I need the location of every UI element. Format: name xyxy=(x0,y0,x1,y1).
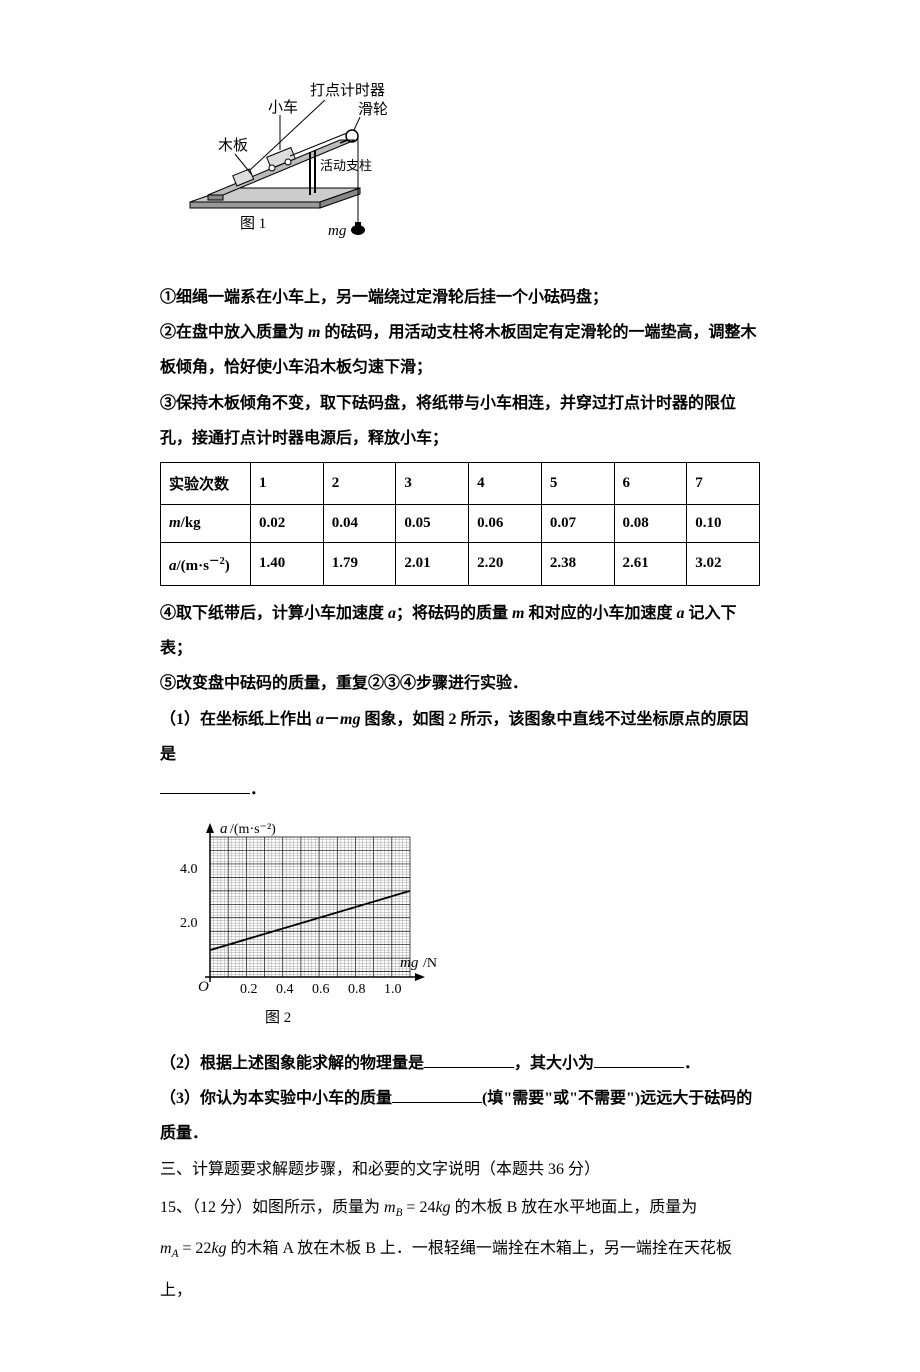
q1-blank-line: ． xyxy=(160,772,760,807)
table-row: 实验次数 1 2 3 4 5 6 7 xyxy=(161,462,760,504)
question-3: （3）你认为本实验中小车的质量(填"需要"或"不需要")远远大于砝码的质量． xyxy=(160,1081,760,1151)
label-pulley: 滑轮 xyxy=(358,101,388,118)
blank-line xyxy=(160,778,250,794)
figure-1-svg: 打点计时器 小车 滑轮 木板 活动支柱 图 1 mg xyxy=(180,80,400,250)
question-15-line2: mA = 22kg 的木箱 A 放在木板 B 上．一根轻绳一端拴在木箱上，另一端… xyxy=(160,1228,760,1311)
cell: 0.08 xyxy=(614,504,687,542)
cell: 0.06 xyxy=(469,504,542,542)
svg-text:0.2: 0.2 xyxy=(240,982,258,997)
cell: 0.10 xyxy=(687,504,760,542)
mA-sym: m xyxy=(160,1240,172,1257)
blank xyxy=(594,1052,684,1068)
svg-text:1.0: 1.0 xyxy=(384,982,402,997)
svg-text:4.0: 4.0 xyxy=(180,862,198,877)
th-trial: 实验次数 xyxy=(161,462,251,504)
cell: 0.07 xyxy=(541,504,614,542)
svg-text:0.6: 0.6 xyxy=(312,982,330,997)
cell: 0.04 xyxy=(323,504,396,542)
mB-sym: m xyxy=(384,1199,396,1216)
q2-b: ，其大小为 xyxy=(514,1055,594,1072)
svg-text:O: O xyxy=(198,979,209,995)
mB-unit: kg xyxy=(435,1199,450,1216)
label-support: 活动支柱 xyxy=(320,158,372,173)
step4-a: ④取下纸带后，计算小车加速度 xyxy=(160,605,388,622)
q15-a: 15、（12 分）如图所示，质量为 xyxy=(160,1199,380,1216)
q15-c: 的木箱 A 放在木板 B 上．一根轻绳一端拴在木箱上，另一端拴在天花板上， xyxy=(160,1240,732,1299)
experiment-table: 实验次数 1 2 3 4 5 6 7 m/kg 0.02 0.04 0.05 0… xyxy=(160,462,760,586)
svg-text:/N: /N xyxy=(423,956,437,971)
cell: 0.05 xyxy=(396,504,469,542)
q1-end: ． xyxy=(250,781,266,798)
question-15-line1: 15、（12 分）如图所示，质量为 mB = 24kg 的木板 B 放在水平地面… xyxy=(160,1187,760,1229)
q15-b: 的木板 B 放在水平地面上，质量为 xyxy=(455,1199,698,1216)
cell: 2.20 xyxy=(469,542,542,585)
mA-unit: kg xyxy=(211,1240,226,1257)
section-3-header: 三、计算题要求解题步骤，和必要的文字说明（本题共 36 分） xyxy=(160,1152,760,1187)
cell: 4 xyxy=(469,462,542,504)
figure-2-svg: a /(m·s⁻²) mg /N O 2.0 4.0 0.2 0.4 0.6 0… xyxy=(170,817,450,1037)
step-3: ③保持木板倾角不变，取下砝码盘，将纸带与小车相连，并穿过打点计时器的限位孔，接通… xyxy=(160,386,760,456)
cell: 2.61 xyxy=(614,542,687,585)
q2-a: （2）根据上述图象能求解的物理量是 xyxy=(160,1055,424,1072)
q3-a: （3）你认为本实验中小车的质量 xyxy=(160,1090,392,1107)
cell: 1.40 xyxy=(251,542,324,585)
cell: 5 xyxy=(541,462,614,504)
label-board: 木板 xyxy=(218,136,248,154)
label-cart: 小车 xyxy=(268,99,298,116)
svg-text:a: a xyxy=(220,821,228,837)
cell: 2.01 xyxy=(396,542,469,585)
svg-text:图 2: 图 2 xyxy=(265,1009,291,1026)
figure-2: a /(m·s⁻²) mg /N O 2.0 4.0 0.2 0.4 0.6 0… xyxy=(170,817,760,1042)
q2-c: ． xyxy=(684,1055,700,1072)
step-2-a: ②在盘中放入质量为 xyxy=(160,324,308,341)
th-accel: a/(m·s－2) xyxy=(161,542,251,585)
cell: 6 xyxy=(614,462,687,504)
svg-text:/(m·s⁻²): /(m·s⁻²) xyxy=(230,822,276,837)
cell: 1.79 xyxy=(323,542,396,585)
svg-text:2.0: 2.0 xyxy=(180,916,198,931)
table-row: a/(m·s－2) 1.40 1.79 2.01 2.20 2.38 2.61 … xyxy=(161,542,760,585)
cell: 1 xyxy=(251,462,324,504)
cell: 7 xyxy=(687,462,760,504)
document-page: 打点计时器 小车 滑轮 木板 活动支柱 图 1 mg ①细绳一端系在小车上，另一… xyxy=(0,0,920,1372)
blank xyxy=(392,1087,482,1103)
svg-text:mg: mg xyxy=(400,955,419,971)
blank xyxy=(424,1052,514,1068)
cell: 3.02 xyxy=(687,542,760,585)
label-timer: 打点计时器 xyxy=(310,82,385,99)
step4-c: 和对应的小车加速度 xyxy=(524,605,676,622)
cell: 0.02 xyxy=(251,504,324,542)
q1-dash: － xyxy=(324,711,340,728)
th-mass: m/kg xyxy=(161,504,251,542)
cell: 3 xyxy=(396,462,469,504)
mB-eq: = 24 xyxy=(402,1199,435,1216)
svg-text:0.8: 0.8 xyxy=(348,982,366,997)
svg-text:0.4: 0.4 xyxy=(276,982,294,997)
question-1: （1）在坐标纸上作出 a－mg 图象，如图 2 所示，该图象中直线不过坐标原点的… xyxy=(160,702,760,772)
step-4: ④取下纸带后，计算小车加速度 a；将砝码的质量 m 和对应的小车加速度 a 记入… xyxy=(160,596,760,666)
step-5: ⑤改变盘中砝码的质量，重复②③④步骤进行实验． xyxy=(160,666,760,701)
figure-1: 打点计时器 小车 滑轮 木板 活动支柱 图 1 mg xyxy=(180,80,760,250)
q1-a: （1）在坐标纸上作出 xyxy=(160,711,316,728)
step4-b: ；将砝码的质量 xyxy=(396,605,512,622)
step-2: ②在盘中放入质量为 m 的砝码，用活动支柱将木板固定有定滑轮的一端垫高，调整木板… xyxy=(160,315,760,385)
step-1: ①细绳一端系在小车上，另一端绕过定滑轮后挂一个小砝码盘； xyxy=(160,280,760,315)
figure-1-caption: 图 1 xyxy=(240,215,266,232)
cell: 2.38 xyxy=(541,542,614,585)
table-row: m/kg 0.02 0.04 0.05 0.06 0.07 0.08 0.10 xyxy=(161,504,760,542)
cell: 2 xyxy=(323,462,396,504)
mA-eq: = 22 xyxy=(178,1240,211,1257)
question-2: （2）根据上述图象能求解的物理量是 ，其大小为 ． xyxy=(160,1046,760,1081)
label-mg: mg xyxy=(328,223,347,239)
